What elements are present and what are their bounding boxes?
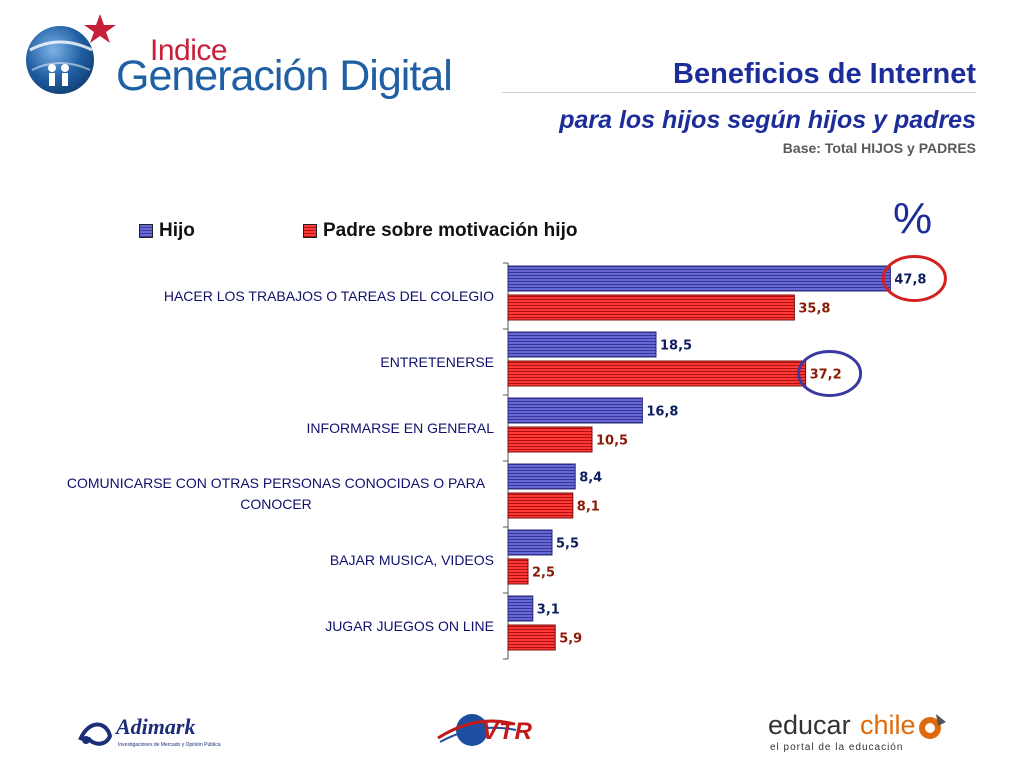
unit-label: % [893, 194, 933, 243]
category-label-line: BAJAR MUSICA, VIDEOS [329, 551, 494, 568]
bar-padre [507, 294, 795, 321]
category-label-line: CONOCER [240, 496, 312, 512]
category-label-line: ENTRETENERSE [380, 353, 494, 370]
data-label-padre: 2,5 [532, 566, 555, 581]
category-label: HACER LOS TRABAJOS O TAREAS DEL COLEGIO [34, 286, 494, 307]
data-label-padre: 8,1 [577, 500, 600, 515]
highlight-circle [797, 350, 863, 397]
adimark-name: Adimark [116, 714, 196, 739]
legend-swatch-padre [303, 224, 317, 238]
bar-padre [507, 426, 593, 453]
legend-swatch-hijo [139, 224, 153, 238]
base-note: Base: Total HIJOS y PADRES [782, 140, 976, 156]
category-label-line: JUGAR JUEGOS ON LINE [325, 617, 494, 634]
data-label-padre: 10,5 [596, 434, 628, 449]
vtr-logo: VTR [436, 708, 556, 752]
bar-hijo [507, 331, 657, 358]
logo-main-text: Generación Digital [116, 52, 453, 100]
bar-padre [507, 558, 529, 585]
legend-item-hijo: Hijo [139, 220, 195, 242]
bar-padre [507, 624, 556, 651]
educarchile-logo: educar chile el portal de la educación [768, 710, 958, 758]
indice-generacion-digital-logo: Indice Generación Digital [22, 10, 462, 110]
bar-hijo [507, 265, 891, 292]
educarchile-mark-icon [919, 714, 946, 739]
data-label-hijo: 47,8 [894, 273, 926, 288]
category-label-line: COMUNICARSE CON OTRAS PERSONAS CONOCIDAS… [66, 475, 486, 491]
category-label: COMUNICARSE CON OTRAS PERSONAS CONOCIDAS… [44, 473, 508, 515]
data-label-hijo: 18,5 [660, 339, 692, 354]
data-label-hijo: 5,5 [556, 537, 579, 552]
adimark-logo-icon [78, 722, 113, 746]
category-label: ENTRETENERSE [34, 352, 494, 373]
page-title: Beneficios de Internet [673, 58, 976, 90]
logo-indice-text: Indice [150, 34, 228, 67]
bar-hijo [507, 529, 553, 556]
category-label-line: INFORMARSE EN GENERAL [306, 419, 494, 436]
bar-padre [507, 360, 807, 387]
legend-label-hijo: Hijo [159, 220, 195, 241]
data-label-padre: 37,2 [810, 368, 842, 383]
vtr-logo-icon [437, 714, 517, 746]
category-label-line: HACER LOS TRABAJOS O TAREAS DEL COLEGIO [163, 287, 494, 304]
educar-name: educar [768, 710, 851, 740]
title-divider [502, 92, 976, 93]
bar-hijo [507, 463, 576, 490]
data-label-padre: 5,9 [559, 632, 582, 647]
page-subtitle: para los hijos según hijos y padres [559, 106, 976, 134]
category-label: JUGAR JUEGOS ON LINE [34, 616, 494, 637]
data-label-hijo: 16,8 [646, 405, 678, 420]
adimark-logo: Adimark Investigaciones de Mercado y Opi… [76, 712, 226, 752]
legend-label-padre: Padre sobre motivación hijo [323, 220, 578, 241]
legend-item-padre: Padre sobre motivación hijo [303, 220, 577, 242]
adimark-tagline: Investigaciones de Mercado y Opinión Púb… [118, 742, 221, 748]
data-label-hijo: 8,4 [579, 471, 602, 486]
category-label: BAJAR MUSICA, VIDEOS [34, 550, 494, 571]
data-label-hijo: 3,1 [537, 603, 560, 618]
highlight-circle [881, 255, 947, 302]
bar-hijo [507, 397, 643, 424]
data-label-padre: 35,8 [798, 302, 830, 317]
category-label: INFORMARSE EN GENERAL [34, 418, 494, 439]
bar-padre [507, 492, 574, 519]
educar-tagline: el portal de la educación [770, 742, 904, 753]
globe-logo-icon [26, 14, 116, 94]
bar-hijo [507, 595, 534, 622]
chile-name: chile [860, 710, 916, 740]
vtr-name: VTR [482, 718, 533, 745]
